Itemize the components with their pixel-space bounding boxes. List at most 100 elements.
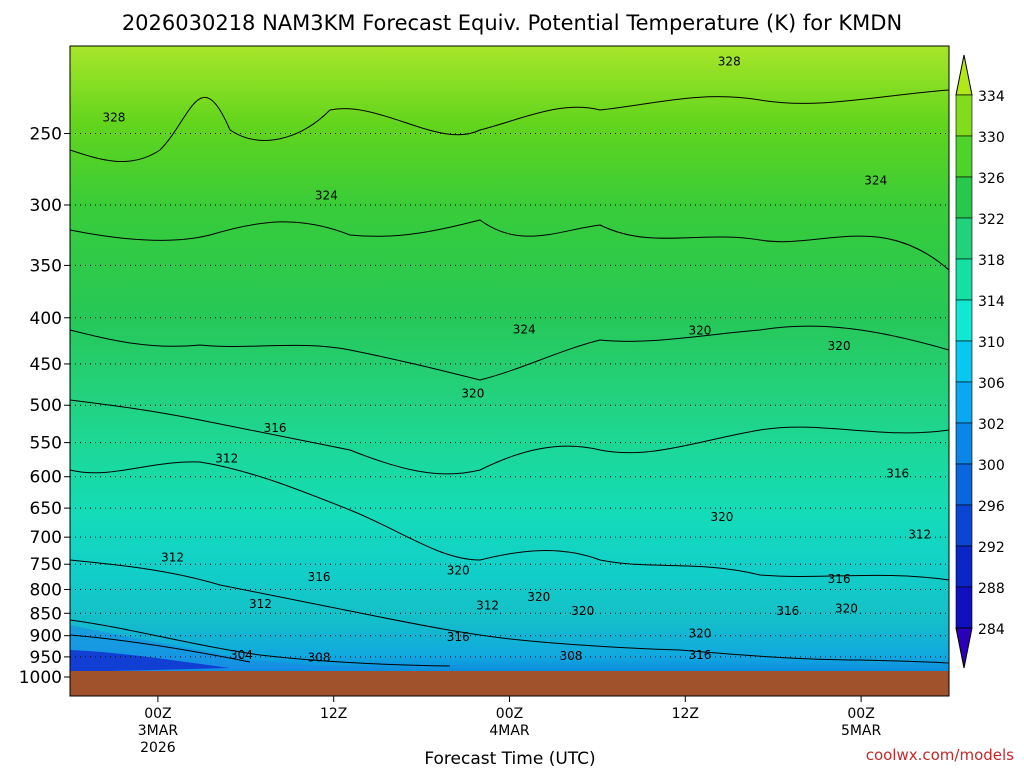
contour-label: 304: [230, 648, 253, 662]
colorbar-swatch: [955, 258, 973, 301]
contour-label: 316: [447, 630, 470, 644]
y-tick-label: 850: [30, 604, 62, 624]
colorbar-swatch: [955, 94, 973, 137]
contour-label: 316: [308, 570, 331, 584]
colorbar-label: 330: [978, 130, 1005, 146]
plot-area: [70, 46, 949, 696]
contour-316: [70, 399, 949, 475]
contour-label: 324: [315, 189, 338, 203]
contour-labels: 328 328 324 324 324 320 320 320 316 312 316 320 312 3…: [102, 54, 931, 664]
contour-308: [70, 619, 451, 667]
y-tick-label: 750: [30, 555, 62, 575]
contour-label: 324: [864, 174, 887, 188]
contour-label: 320: [571, 604, 594, 618]
contour-316b: [70, 559, 949, 664]
y-tick-label: 500: [30, 396, 62, 416]
colorbar-label: 318: [978, 253, 1005, 269]
x-tick-label: 2026: [140, 740, 176, 756]
contour-label: 320: [828, 339, 851, 353]
y-tick-label: 300: [30, 196, 62, 216]
colorbar-label: 326: [978, 171, 1005, 187]
colorbar-swatch: [955, 135, 973, 178]
y-tick-label: 400: [30, 309, 62, 329]
colorbar-swatch: [955, 545, 973, 588]
colorbar-swatch: [955, 299, 973, 342]
colorbar-top-arrow: [955, 54, 973, 96]
colorbar-bottom-arrow: [955, 627, 973, 669]
x-tick-label: 00Z: [496, 706, 523, 722]
contour-label: 312: [161, 550, 184, 564]
contour-324: [70, 219, 949, 271]
x-axis-label: Forecast Time (UTC): [424, 749, 595, 768]
contour-label: 320: [688, 323, 711, 337]
contour-label: 312: [249, 597, 272, 611]
y-tick-label: 600: [30, 468, 62, 488]
contour-label: 320: [688, 627, 711, 641]
y-tick-label: 550: [30, 434, 62, 454]
colorbar-label: 284: [978, 622, 1005, 638]
contour-label: 308: [560, 649, 583, 663]
contour-label: 312: [476, 598, 499, 612]
y-tick-label: 350: [30, 256, 62, 276]
contour-label: 328: [718, 54, 741, 68]
contour-label: 320: [447, 563, 470, 577]
colorbar-label: 288: [978, 581, 1005, 597]
contour-label: 316: [828, 572, 851, 586]
y-tick-label: 800: [30, 581, 62, 601]
colorbar-label: 296: [978, 499, 1005, 515]
surface-ground: [70, 671, 949, 696]
contour-328: [70, 89, 949, 163]
colorbar-swatch: [955, 463, 973, 506]
y-tick-label: 900: [30, 627, 62, 647]
contour-label: 320: [835, 602, 858, 616]
y-tick-label: 250: [30, 124, 62, 144]
colorbar-label: 322: [978, 212, 1005, 228]
y-axis-ticks: 250 300 350 400 450 500 550 600 650 700 750 800 850 9…: [19, 124, 70, 688]
contour-label: 320: [527, 590, 550, 604]
colorbar-swatch: [955, 340, 973, 383]
colorbar-label: 334: [978, 89, 1005, 105]
colorbar-swatch: [955, 586, 973, 629]
colorbar-label: 300: [978, 458, 1005, 474]
x-tick-label: 00Z: [144, 706, 171, 722]
x-tick-label: 4MAR: [489, 723, 530, 739]
x-tick-label: 5MAR: [841, 723, 882, 739]
contour-label: 324: [513, 322, 536, 336]
low-level-cold-core: [70, 650, 230, 672]
contour-label: 316: [886, 466, 909, 480]
contour-label: 320: [710, 510, 733, 524]
contour-label: 316: [776, 604, 799, 618]
x-tick-label: 12Z: [320, 706, 347, 722]
x-tick-label: 00Z: [847, 706, 874, 722]
colorbar-swatch: [955, 504, 973, 547]
chart-title: 2026030218 NAM3KM Forecast Equiv. Potent…: [122, 11, 902, 35]
colorbar-swatch: [955, 381, 973, 424]
contour-label: 320: [461, 386, 484, 400]
contour-label: 316: [264, 421, 287, 435]
credit-text: coolwx.com/models: [866, 746, 1014, 764]
contour-label: 312: [215, 452, 238, 466]
contour-label: 316: [688, 648, 711, 662]
contour-320: [70, 325, 949, 381]
contour-label: 308: [308, 651, 331, 665]
contour-312: [70, 461, 949, 581]
y-tick-label: 700: [30, 528, 62, 548]
colorbar-swatch: [955, 217, 973, 260]
colorbar: 334 330 326 322 318 314 310 306 302 300 296 292 288 2…: [955, 54, 1005, 669]
y-tick-label: 1000: [19, 668, 62, 688]
contour-lines: [70, 89, 949, 667]
contour-label: 312: [908, 527, 931, 541]
colorbar-label: 306: [978, 376, 1005, 392]
colorbar-swatch: [955, 422, 973, 465]
colorbar-label: 314: [978, 294, 1005, 310]
y-tick-label: 450: [30, 355, 62, 375]
colorbar-label: 302: [978, 417, 1005, 433]
contour-304: [70, 634, 251, 663]
x-tick-label: 12Z: [672, 706, 699, 722]
x-tick-label: 3MAR: [138, 723, 179, 739]
y-tick-label: 650: [30, 499, 62, 519]
y-tick-label: 950: [30, 648, 62, 668]
colorbar-label: 310: [978, 335, 1005, 351]
